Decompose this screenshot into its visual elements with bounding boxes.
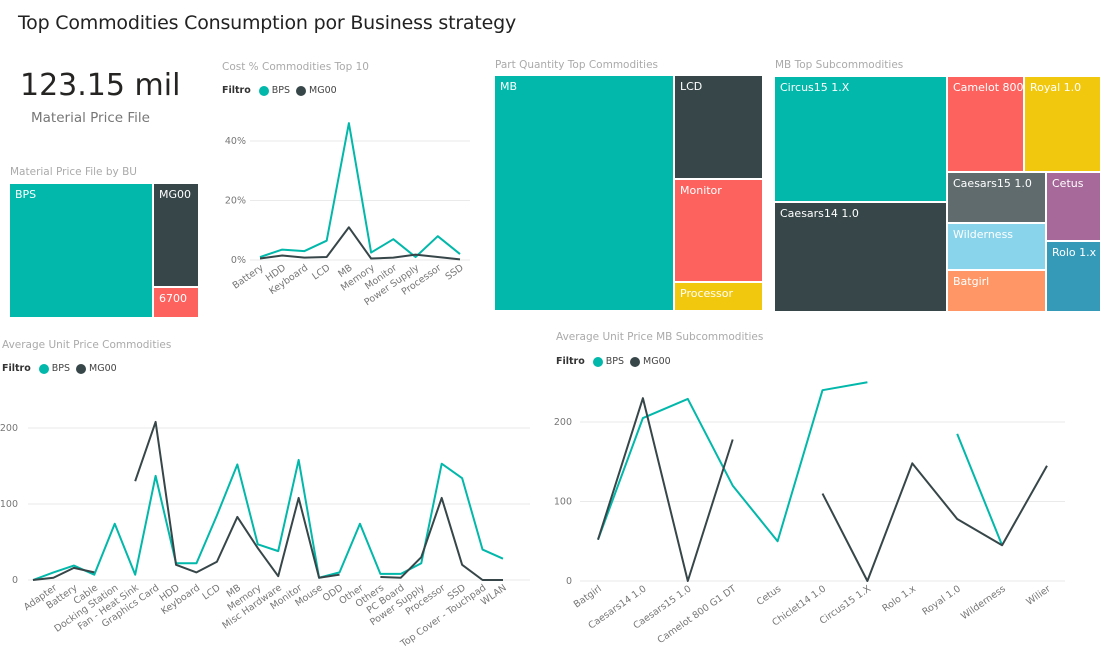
y-tick-label: 20% xyxy=(225,196,246,207)
kpi-value: 123.15 mil xyxy=(20,68,181,103)
series-line-mg00[interactable] xyxy=(597,397,734,582)
bu-treemap-title: Material Price File by BU xyxy=(10,166,137,178)
legend-title: Filtro xyxy=(2,363,31,374)
legend-bps[interactable]: BPS xyxy=(51,363,71,374)
kpi-label: Material Price File xyxy=(31,110,150,126)
treemap-tile-royal[interactable]: Royal 1.0 xyxy=(1025,77,1100,171)
cost-chart-legend: Filtro BPS MG00 xyxy=(222,85,337,96)
treemap-tile-monitor[interactable]: Monitor xyxy=(675,180,762,281)
treemap-tile-wilderness[interactable]: Wilderness xyxy=(948,224,1045,269)
y-tick-label: 100 xyxy=(554,497,572,508)
series-line-bps[interactable] xyxy=(597,381,868,543)
legend-dot-mg00-icon xyxy=(296,85,307,96)
treemap-tile-mg00[interactable]: MG00 xyxy=(154,184,198,286)
treemap-tile-6700[interactable]: 6700 xyxy=(154,288,198,317)
legend-title: Filtro xyxy=(222,85,251,96)
x-tick-label: Wilier xyxy=(1024,583,1052,607)
y-tick-label: 0 xyxy=(12,575,18,586)
legend-mg00[interactable]: MG00 xyxy=(643,356,671,367)
legend-title: Filtro xyxy=(556,356,585,367)
avg-price-chart-title: Average Unit Price Commodities xyxy=(2,339,172,351)
treemap-tile-circus15[interactable]: Circus15 1.X xyxy=(775,77,946,201)
x-tick-label: Royal 1.0 xyxy=(920,583,963,617)
avg-price-chart-legend: Filtro BPS MG00 xyxy=(2,363,117,374)
y-tick-label: 200 xyxy=(554,417,572,428)
legend-dot-bps-icon xyxy=(592,356,603,367)
part-quantity-treemap-title: Part Quantity Top Commodities xyxy=(495,59,659,71)
treemap-tile-caesars15[interactable]: Caesars15 1.0 xyxy=(948,173,1045,222)
legend-dot-bps-icon xyxy=(38,363,49,374)
x-tick-label: Cetus xyxy=(755,583,784,608)
series-line-bps[interactable] xyxy=(956,433,1004,546)
treemap-tile-mb[interactable]: MB xyxy=(495,76,673,310)
legend-dot-mg00-icon xyxy=(630,356,641,367)
y-tick-label: 100 xyxy=(0,499,18,510)
legend-dot-bps-icon xyxy=(258,85,269,96)
avg-price-mb-chart-legend: Filtro BPS MG00 xyxy=(556,356,671,367)
y-tick-label: 0% xyxy=(231,255,246,266)
y-tick-label: 200 xyxy=(0,423,18,434)
treemap-tile-processor[interactable]: Processor xyxy=(675,283,762,310)
treemap-tile-cetus[interactable]: Cetus xyxy=(1047,173,1100,240)
series-line-mg00[interactable] xyxy=(259,226,461,261)
treemap-tile-bps[interactable]: BPS xyxy=(10,184,152,317)
x-tick-label: Wilderness xyxy=(959,583,1008,622)
treemap-tile-batgirl[interactable]: Batgirl xyxy=(948,271,1045,311)
legend-mg00[interactable]: MG00 xyxy=(89,363,117,374)
series-line-mg00[interactable] xyxy=(821,462,1048,582)
x-tick-label: Batgirl xyxy=(572,583,604,610)
series-line-mg00[interactable] xyxy=(380,496,503,581)
legend-bps[interactable]: BPS xyxy=(271,85,291,96)
x-tick-label: Rolo 1.x xyxy=(880,583,918,614)
treemap-tile-rolo[interactable]: Rolo 1.x xyxy=(1047,242,1100,311)
treemap-tile-caesars14[interactable]: Caesars14 1.0 xyxy=(775,203,946,311)
mb-treemap-title: MB Top Subcommodities xyxy=(775,59,904,71)
x-tick-label: Camelot 800 G1 DT xyxy=(656,583,739,646)
avg-price-mb-chart-title: Average Unit Price MB Subcommodities xyxy=(556,331,764,343)
y-tick-label: 0 xyxy=(566,576,572,587)
series-line-mg00[interactable] xyxy=(134,420,340,579)
cost-chart-title: Cost % Commodities Top 10 xyxy=(222,61,369,73)
page-title: Top Commodities Consumption por Business… xyxy=(18,12,517,34)
treemap-tile-lcd[interactable]: LCD xyxy=(675,76,762,178)
treemap-tile-camelot[interactable]: Camelot 800... xyxy=(948,77,1023,171)
series-line-bps[interactable] xyxy=(259,122,461,259)
legend-bps[interactable]: BPS xyxy=(605,356,625,367)
legend-mg00[interactable]: MG00 xyxy=(309,85,337,96)
legend-dot-mg00-icon xyxy=(76,363,87,374)
series-line-mg00[interactable] xyxy=(32,566,95,581)
y-tick-label: 40% xyxy=(225,136,246,147)
